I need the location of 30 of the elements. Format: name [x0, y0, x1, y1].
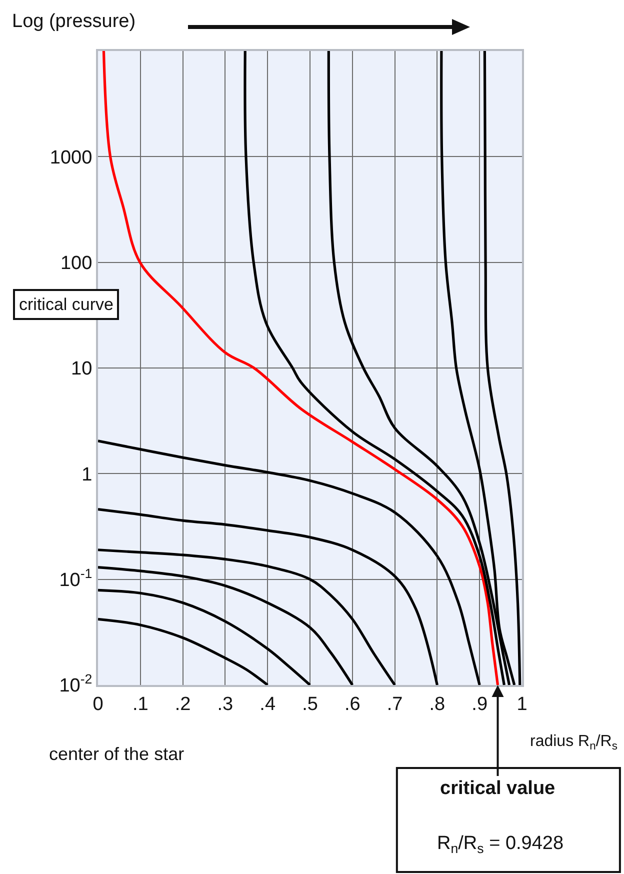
x-tick-label: .9: [472, 694, 488, 715]
line-series: [98, 548, 396, 685]
y-tick-label: 10$^{-2}$: [59, 672, 92, 697]
x-tick-label: .4: [260, 694, 276, 715]
line-series: [98, 440, 481, 685]
line-series: [98, 508, 438, 685]
x-tick-label: .1: [132, 694, 148, 715]
x-tick-label: .5: [302, 694, 318, 715]
x-tick-label: .8: [429, 694, 446, 715]
line-series: [98, 588, 312, 685]
annotation: critical curve: [19, 295, 114, 314]
x-axis-title: radius R$_{n}$/R$_{s}$: [530, 733, 618, 752]
x-tick-label: .6: [344, 694, 360, 715]
y-tick-label: 10$^{-1}$: [59, 566, 92, 591]
y-tick-label: 1: [82, 464, 92, 486]
line-series: [98, 618, 269, 685]
y-tick-label: 100: [60, 252, 92, 274]
y-tick-label: 1000: [50, 147, 92, 168]
line-series: [483, 51, 522, 685]
line-series: [98, 566, 354, 685]
x-tick-label: .7: [386, 694, 403, 715]
y-axis-title: Log (pressure): [12, 11, 136, 32]
x-tick-label: 0: [92, 694, 104, 715]
y-tick-label: 10: [71, 358, 92, 380]
x-tick-label: 1: [516, 694, 528, 715]
annotation: critical value: [440, 778, 556, 799]
text: center of the star: [49, 744, 184, 764]
x-tick-label: .2: [174, 694, 191, 715]
x-tick-label: .3: [217, 694, 234, 715]
text: R$_{n}$/R$_{s}$ = 0.9428: [437, 833, 564, 856]
